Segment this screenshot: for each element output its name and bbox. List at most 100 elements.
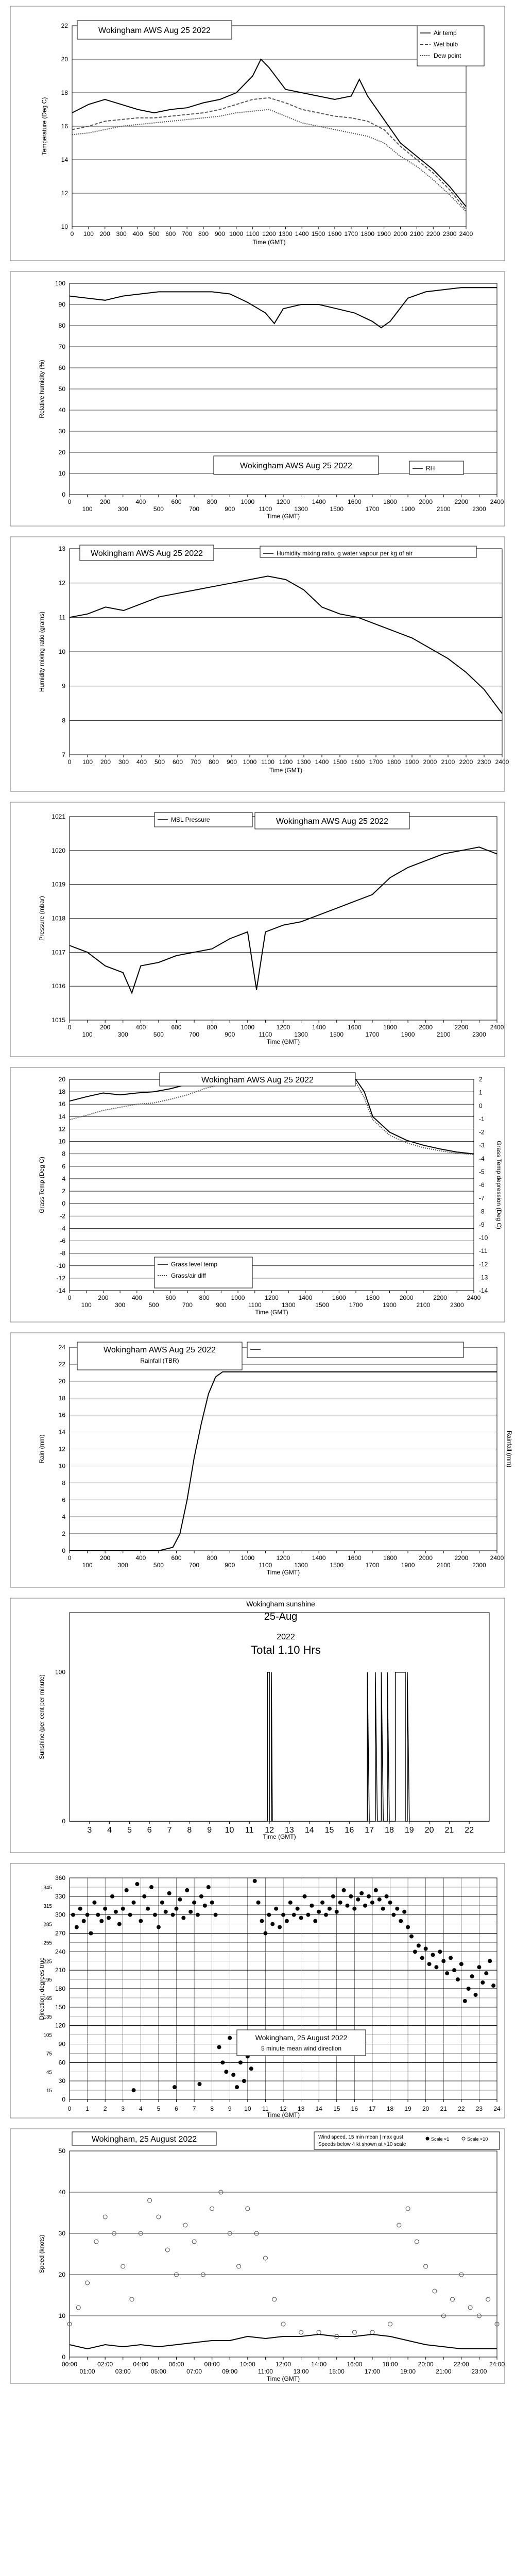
x-tick-label: 7: [167, 1826, 172, 1835]
y-right-tick-label: -4: [479, 1155, 485, 1162]
y-axis-label: Humidity mixing ratio (grams): [38, 612, 45, 692]
y-tick-label: 50: [59, 2147, 66, 2155]
y-right-tick-label: -7: [479, 1195, 485, 1202]
y-tick-label: 2: [62, 1188, 65, 1195]
x-tick-label: 1200: [277, 498, 290, 505]
y-tick-label: 0: [62, 2353, 65, 2361]
y-tick-label: 14: [59, 1113, 66, 1120]
x-tick-label: 3: [121, 2105, 125, 2112]
y-tick-label: 70: [59, 343, 66, 350]
x-tick-label: 2200: [459, 758, 473, 766]
x-tick-label: 1800: [387, 758, 401, 766]
y-tick-label: 4: [62, 1513, 65, 1520]
data-point: [199, 1894, 203, 1899]
legend-box: [314, 2131, 500, 2150]
x-tick-label: 10: [225, 1826, 234, 1835]
data-point: [149, 1885, 154, 1889]
y-tick-label: 10: [59, 2312, 66, 2319]
y-tick-label: 135: [43, 2014, 52, 2020]
x-tick-label: 700: [182, 1301, 193, 1309]
series-line: [72, 97, 467, 211]
x-axis-label: Time (GMT): [267, 1569, 300, 1576]
data-point: [174, 2272, 179, 2277]
y-tick-label: 75: [46, 2051, 53, 2057]
x-tick-label: 8: [210, 2105, 214, 2112]
y-tick-label: 0: [62, 1547, 65, 1554]
x-tick-label: 2400: [490, 1024, 504, 1031]
data-point: [373, 1888, 378, 1892]
data-point: [468, 2305, 473, 2310]
data-point: [89, 1931, 93, 1936]
legend-label: Scale ×1: [431, 2137, 449, 2142]
y-right-tick-label: -11: [479, 1247, 488, 1255]
chart-title: Wokingham AWS Aug 25 2022: [98, 26, 211, 35]
x-tick-label: 700: [182, 230, 192, 238]
y-tick-label: 30: [59, 2230, 66, 2237]
data-point: [405, 2206, 410, 2211]
chart-subtitle: Rainfall (TBR): [140, 1357, 179, 1364]
x-tick-label: 1500: [315, 1301, 329, 1309]
x-tick-label: 2200: [454, 498, 468, 505]
x-tick-label: 600: [171, 1024, 181, 1031]
data-point: [334, 1909, 339, 1914]
y-tick-label: 10: [59, 1138, 66, 1145]
x-tick-label: 14: [315, 2105, 322, 2112]
y-tick-label: 180: [55, 1985, 65, 1992]
x-tick-label: 2000: [419, 498, 433, 505]
y-tick-label: 1020: [52, 847, 65, 854]
x-tick-label: 17:00: [365, 2368, 380, 2375]
data-point: [174, 1906, 179, 1911]
y-tick-label: 1016: [52, 982, 65, 990]
x-tick-label: 1800: [366, 1294, 380, 1301]
x-tick-label: 100: [82, 1562, 93, 1569]
data-point: [317, 1909, 321, 1914]
x-tick-label: 700: [189, 1562, 199, 1569]
x-tick-label: 19: [404, 2105, 411, 2112]
x-tick-label: 6: [147, 1826, 152, 1835]
x-tick-label: 0: [71, 230, 74, 238]
x-tick-label: 100: [81, 1301, 92, 1309]
data-point: [200, 2272, 205, 2277]
data-point: [324, 1912, 328, 1917]
x-tick-label: 5: [127, 1826, 132, 1835]
y-tick-label: 90: [59, 301, 66, 308]
x-tick-label: 400: [135, 1024, 146, 1031]
y-tick-label: 20: [59, 449, 66, 456]
data-point: [434, 1965, 439, 1970]
data-point: [272, 2297, 277, 2302]
x-tick-label: 24: [493, 2105, 501, 2112]
y-tick-label: 4: [62, 1175, 65, 1182]
x-tick-label: 09:00: [222, 2368, 237, 2375]
x-tick-label: 2300: [472, 505, 486, 513]
legend-label: Dew point: [434, 52, 461, 59]
x-tick-label: 1700: [366, 1031, 380, 1038]
x-tick-label: 1700: [369, 758, 383, 766]
data-point: [236, 2264, 242, 2269]
x-tick-label: 06:00: [168, 2361, 184, 2368]
x-tick-label: 12: [265, 1826, 274, 1835]
x-tick-label: 21: [440, 2105, 448, 2112]
legend-marker: [425, 2137, 430, 2141]
x-tick-label: 200: [100, 1024, 110, 1031]
y-tick-label: 20: [59, 2271, 66, 2278]
plot-area: [69, 1612, 490, 1822]
y-tick-label: 300: [55, 1911, 65, 1919]
data-point: [267, 1912, 271, 1917]
y-axis-label: Grass Temp (Deg C): [38, 1157, 45, 1213]
x-tick-label: 300: [116, 230, 127, 238]
data-point: [245, 2206, 250, 2211]
x-tick-label: 200: [100, 230, 110, 238]
y-tick-label: 8: [62, 717, 65, 724]
x-tick-label: 10:00: [240, 2361, 255, 2368]
data-point: [76, 2305, 81, 2310]
y-tick-label: 10: [61, 223, 68, 230]
y-right-tick-label: -9: [479, 1221, 485, 1228]
series-line: [72, 109, 467, 212]
x-tick-label: 13: [285, 1826, 294, 1835]
data-point: [494, 2321, 500, 2327]
data-point: [160, 1900, 164, 1905]
legend-label: Grass/air diff: [171, 1272, 206, 1279]
x-tick-label: 03:00: [115, 2368, 131, 2375]
panel-frame: [10, 6, 505, 261]
data-point: [197, 2082, 202, 2087]
